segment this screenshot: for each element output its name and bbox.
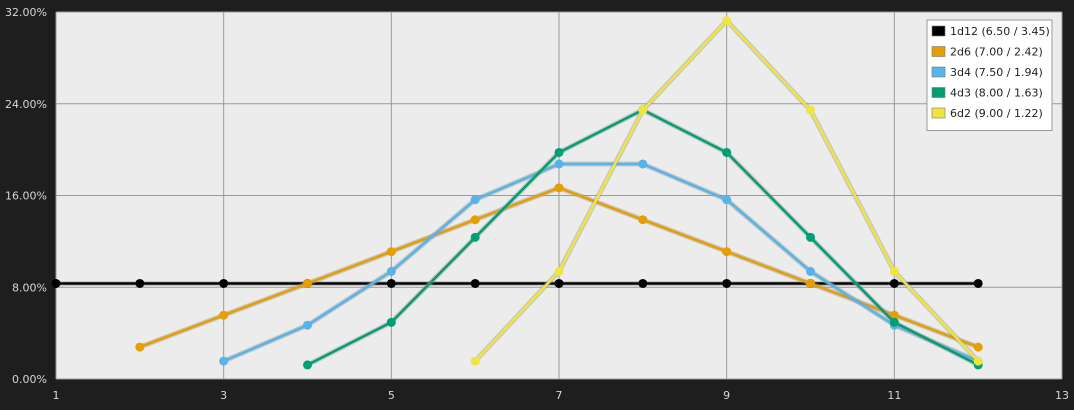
x-tick-label: 9 (723, 389, 730, 402)
x-tick-label: 11 (887, 389, 901, 402)
data-point[interactable] (386, 266, 396, 276)
data-point[interactable] (638, 215, 648, 225)
data-point[interactable] (219, 310, 229, 320)
data-point[interactable] (51, 278, 61, 288)
axes: 0.00%8.00%16.00%24.00%32.00%1 3 5 7 9 11 13 (5, 6, 1069, 402)
data-point[interactable] (219, 356, 229, 366)
x-tick-label: 7 (556, 389, 563, 402)
data-point[interactable] (638, 278, 648, 288)
data-point[interactable] (554, 278, 564, 288)
data-point[interactable] (554, 183, 564, 193)
series-5 (470, 16, 983, 366)
data-point[interactable] (889, 278, 899, 288)
data-point[interactable] (973, 356, 983, 366)
legend-swatch (931, 87, 946, 98)
data-point[interactable] (303, 360, 312, 370)
x-tick-label: 1 (53, 389, 60, 402)
y-tick-label: 24.00% (5, 98, 47, 111)
data-point[interactable] (638, 159, 648, 169)
data-point[interactable] (554, 159, 564, 169)
data-point[interactable] (722, 147, 732, 157)
x-tick-label: 5 (388, 389, 395, 402)
data-point[interactable] (386, 317, 396, 327)
data-point[interactable] (470, 278, 480, 288)
series-3 (219, 159, 983, 366)
data-point[interactable] (973, 342, 983, 352)
series-2 (135, 183, 983, 352)
data-point[interactable] (806, 278, 815, 288)
data-point[interactable] (386, 247, 396, 257)
series-line (223, 162, 979, 363)
legend-swatch (931, 107, 946, 119)
legend-label[interactable]: 6d2 (9.00 / 1.22) (950, 107, 1043, 120)
legend-swatch (931, 66, 946, 78)
data-point[interactable] (722, 278, 732, 288)
legend-label[interactable]: 4d3 (8.00 / 1.63) (950, 87, 1043, 100)
legend-swatch (931, 25, 946, 37)
data-point[interactable] (135, 278, 145, 288)
data-point[interactable] (889, 310, 899, 320)
data-point[interactable] (303, 278, 312, 288)
data-point[interactable] (806, 266, 815, 276)
data-point[interactable] (470, 232, 480, 242)
data-point[interactable] (219, 278, 229, 288)
y-tick-label: 32.00% (5, 6, 47, 19)
y-tick-label: 8.00% (12, 281, 47, 294)
series-layer (51, 16, 983, 370)
y-tick-label: 16.00% (5, 190, 47, 203)
y-tick-label: 0.00% (12, 373, 47, 386)
legend-label[interactable]: 2d6 (7.00 / 2.42) (950, 46, 1043, 59)
data-point[interactable] (470, 215, 480, 225)
legend: 1d12 (6.50 / 3.45) 2d6 (7.00 / 2.42) 3d4 (… (926, 19, 1053, 131)
legend-label[interactable]: 1d12 (6.50 / 3.45) (950, 25, 1050, 38)
legend-box (926, 19, 1053, 131)
legend-label[interactable]: 3d4 (7.50 / 1.94) (950, 66, 1043, 79)
x-tick-label: 3 (220, 389, 227, 402)
x-tick-label: 13 (1055, 389, 1069, 402)
data-point[interactable] (638, 105, 648, 115)
data-point[interactable] (722, 247, 732, 257)
data-point[interactable] (889, 266, 899, 276)
data-point[interactable] (722, 195, 732, 205)
data-point[interactable] (470, 195, 480, 205)
data-point[interactable] (806, 232, 815, 242)
data-point[interactable] (554, 147, 564, 157)
data-point[interactable] (554, 266, 564, 276)
data-point[interactable] (973, 278, 983, 288)
data-point[interactable] (889, 317, 899, 327)
legend-swatch (931, 46, 946, 57)
data-point[interactable] (470, 356, 480, 366)
data-point[interactable] (386, 278, 396, 288)
data-point[interactable] (303, 320, 312, 330)
data-point[interactable] (722, 16, 732, 26)
data-point[interactable] (135, 342, 145, 352)
data-point[interactable] (806, 105, 815, 115)
